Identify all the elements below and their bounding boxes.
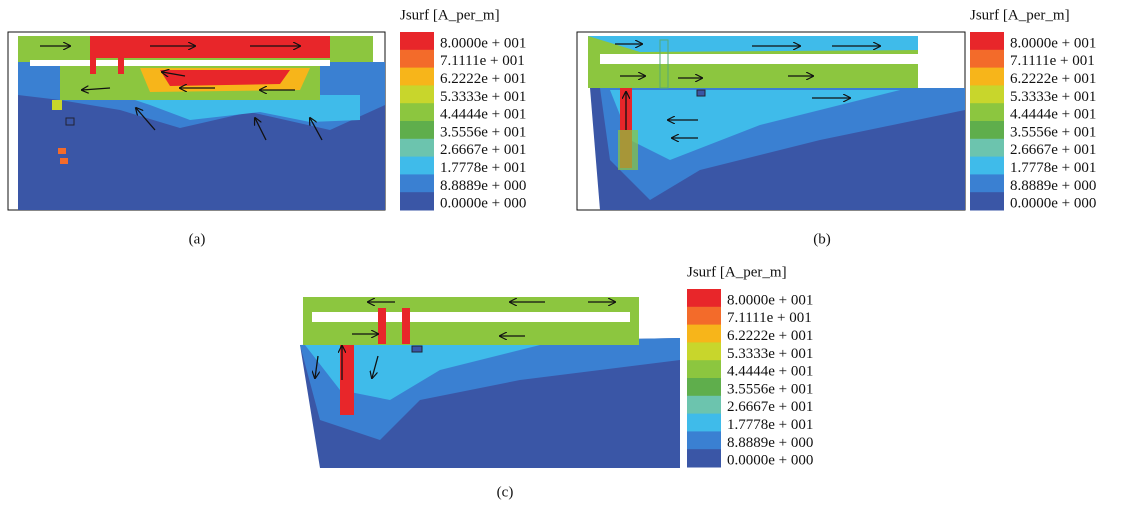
legend-label: 1.7778e + 001: [727, 417, 813, 433]
legend-label: 3.5556e + 001: [1010, 124, 1096, 140]
legend-swatch: [687, 289, 721, 308]
simulation-b: [576, 31, 966, 211]
legend-swatch: [400, 192, 434, 211]
legend-swatch: [400, 67, 434, 86]
legend-swatch: [970, 174, 1004, 193]
panel-label: (b): [813, 231, 831, 247]
legend-swatch: [970, 85, 1004, 104]
legend-swatch: [687, 306, 721, 326]
legend-label: 8.0000e + 001: [727, 292, 813, 308]
legend-swatch: [687, 449, 721, 468]
legend-label: 3.5556e + 001: [440, 124, 526, 140]
legend-label: 8.0000e + 001: [440, 35, 526, 51]
legend-label: 0.0000e + 000: [1010, 196, 1096, 212]
legend-label: 6.2222e + 001: [1010, 71, 1096, 87]
legend-title: Jsurf [A_per_m]: [687, 264, 787, 280]
legend-swatch: [687, 395, 721, 415]
legend-swatch: [970, 67, 1004, 86]
legend-swatch: [970, 156, 1004, 175]
legend-label: 2.6667e + 001: [440, 142, 526, 158]
legend-swatch: [970, 49, 1004, 69]
legend-label: 8.0000e + 001: [1010, 35, 1096, 51]
legend-label: 8.8889e + 000: [727, 435, 813, 451]
legend-label: 6.2222e + 001: [727, 328, 813, 344]
legend-swatch: [400, 103, 434, 122]
legend-label: 8.8889e + 000: [1010, 178, 1096, 194]
legend-swatch: [687, 413, 721, 432]
legend-swatch: [687, 342, 721, 361]
legend-label: 4.4444e + 001: [440, 107, 526, 123]
legend-swatch: [400, 49, 434, 69]
legend-swatch: [687, 360, 721, 379]
simulation-a: [7, 31, 386, 211]
legend-label: 8.8889e + 000: [440, 178, 526, 194]
legend-swatch: [400, 121, 434, 140]
legend-label: 4.4444e + 001: [727, 364, 813, 380]
legend-label: 5.3333e + 001: [727, 346, 813, 362]
legend-title: Jsurf [A_per_m]: [970, 7, 1070, 23]
legend-swatch: [970, 121, 1004, 140]
legend-swatch: [687, 431, 721, 450]
legend-label: 2.6667e + 001: [1010, 142, 1096, 158]
legend-label: 7.1111e + 001: [727, 310, 812, 326]
legend-swatch: [970, 138, 1004, 158]
panel-label: (a): [189, 231, 206, 247]
legend-label: 0.0000e + 000: [727, 453, 813, 469]
legend-swatch: [970, 32, 1004, 51]
legend-swatch: [400, 156, 434, 175]
legend-swatch: [687, 324, 721, 343]
legend-label: 6.2222e + 001: [440, 71, 526, 87]
legend-label: 3.5556e + 001: [727, 381, 813, 397]
legend-label: 5.3333e + 001: [440, 89, 526, 105]
legend-label: 0.0000e + 000: [440, 196, 526, 212]
legend-swatch: [687, 378, 721, 397]
legend-label: 2.6667e + 001: [727, 399, 813, 415]
legend-label: 1.7778e + 001: [1010, 160, 1096, 176]
panel-label: (c): [497, 484, 514, 500]
legend-swatch: [970, 103, 1004, 122]
simulation-c: [300, 297, 680, 468]
legend-label: 1.7778e + 001: [440, 160, 526, 176]
legend-label: 7.1111e + 001: [440, 53, 525, 69]
legend-swatch: [400, 32, 434, 51]
legend-title: Jsurf [A_per_m]: [400, 7, 500, 23]
legend-swatch: [970, 192, 1004, 211]
legend-swatch: [400, 174, 434, 193]
legend-swatch: [400, 138, 434, 158]
legend-label: 5.3333e + 001: [1010, 89, 1096, 105]
legend-swatch: [400, 85, 434, 104]
legend-label: 4.4444e + 001: [1010, 107, 1096, 123]
legend-label: 7.1111e + 001: [1010, 53, 1095, 69]
